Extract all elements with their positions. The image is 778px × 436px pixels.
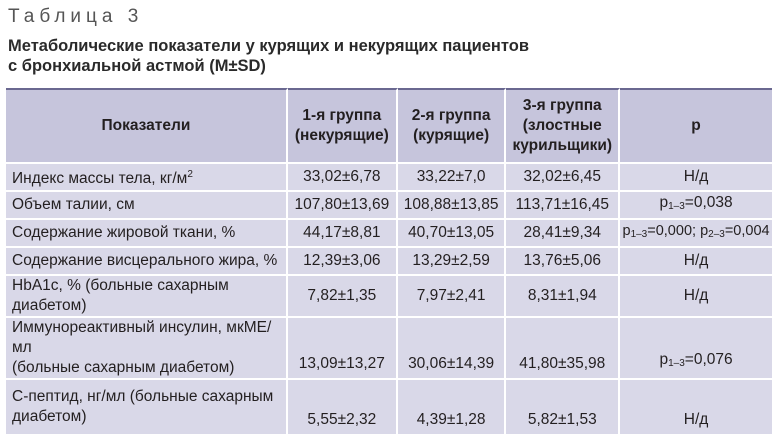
table-row: С-пептид, нг/мл (больные сахарным диабет… (6, 380, 772, 434)
cell-group-2: 7,97±2,41 (397, 276, 507, 316)
row-label: Иммунореактивный инсулин, мкМЕ/мл (больн… (6, 318, 288, 378)
table-caption: Метаболические показатели у курящих и не… (8, 36, 529, 76)
cell-group-3: 8,31±1,94 (506, 276, 621, 316)
header-indicators: Показатели (6, 88, 288, 162)
cell-group-2: 4,39±1,28 (397, 380, 507, 434)
header-p: p (620, 88, 772, 162)
cell-p: p1–3=0,038 (620, 192, 772, 218)
cell-group-1: 5,55±2,32 (287, 380, 398, 434)
cell-p: Н/д (620, 276, 772, 316)
cell-group-3: 5,82±1,53 (506, 380, 621, 434)
cell-group-2: 33,22±7,0 (397, 164, 507, 190)
cell-group-3: 28,41±9,34 (506, 220, 621, 246)
table-number: Таблица 3 (8, 6, 144, 27)
table-row: Иммунореактивный инсулин, мкМЕ/мл (больн… (6, 318, 772, 378)
row-label: Содержание жировой ткани, % (6, 220, 288, 246)
table-row: HbA1c, % (больные сахарным диабетом) 7,8… (6, 276, 772, 316)
caption-line-2: с бронхиальной астмой (M±SD) (8, 57, 266, 75)
row-label: HbA1c, % (больные сахарным диабетом) (6, 276, 288, 316)
table-row: Содержание висцерального жира, % 12,39±3… (6, 248, 772, 274)
cell-group-1: 44,17±8,81 (287, 220, 398, 246)
cell-group-1: 107,80±13,69 (287, 192, 398, 218)
table-row: Содержание жировой ткани, % 44,17±8,81 4… (6, 220, 772, 246)
table-row: Объем талии, см 107,80±13,69 108,88±13,8… (6, 192, 772, 218)
header-group-1: 1-я группа (некурящие) (287, 88, 398, 162)
cell-p: p1–3=0,076 (620, 318, 772, 378)
header-group-2: 2-я группа (курящие) (397, 88, 507, 162)
cell-group-3: 41,80±35,98 (506, 318, 621, 378)
cell-group-3: 113,71±16,45 (506, 192, 621, 218)
table-row: Индекс массы тела, кг/м2 33,02±6,78 33,2… (6, 164, 772, 190)
cell-group-3: 32,02±6,45 (506, 164, 621, 190)
cell-group-2: 30,06±14,39 (397, 318, 507, 378)
row-label: С-пептид, нг/мл (больные сахарным диабет… (6, 380, 288, 434)
row-label: Индекс массы тела, кг/м2 (6, 164, 288, 190)
header-group-3: 3-я группа (злостные курильщики) (506, 88, 621, 162)
header-row: Показатели 1-я группа (некурящие) 2-я гр… (6, 88, 772, 162)
page: Таблица 3 Метаболические показатели у ку… (6, 6, 772, 434)
cell-group-3: 13,76±5,06 (506, 248, 621, 274)
cell-group-1: 33,02±6,78 (287, 164, 398, 190)
cell-p: Н/д (620, 164, 772, 190)
row-label: Содержание висцерального жира, % (6, 248, 288, 274)
row-label: Объем талии, см (6, 192, 288, 218)
cell-group-2: 13,29±2,59 (397, 248, 507, 274)
cell-group-1: 12,39±3,06 (287, 248, 398, 274)
cell-p: p1–3=0,000; p2–3=0,004 (620, 220, 772, 246)
cell-p: Н/д (620, 380, 772, 434)
cell-p: Н/д (620, 248, 772, 274)
cell-group-2: 108,88±13,85 (397, 192, 507, 218)
cell-group-2: 40,70±13,05 (397, 220, 507, 246)
metabolic-table: Показатели 1-я группа (некурящие) 2-я гр… (6, 86, 772, 436)
cell-group-1: 7,82±1,35 (287, 276, 398, 316)
cell-group-1: 13,09±13,27 (287, 318, 398, 378)
caption-line-1: Метаболические показатели у курящих и не… (8, 37, 529, 55)
